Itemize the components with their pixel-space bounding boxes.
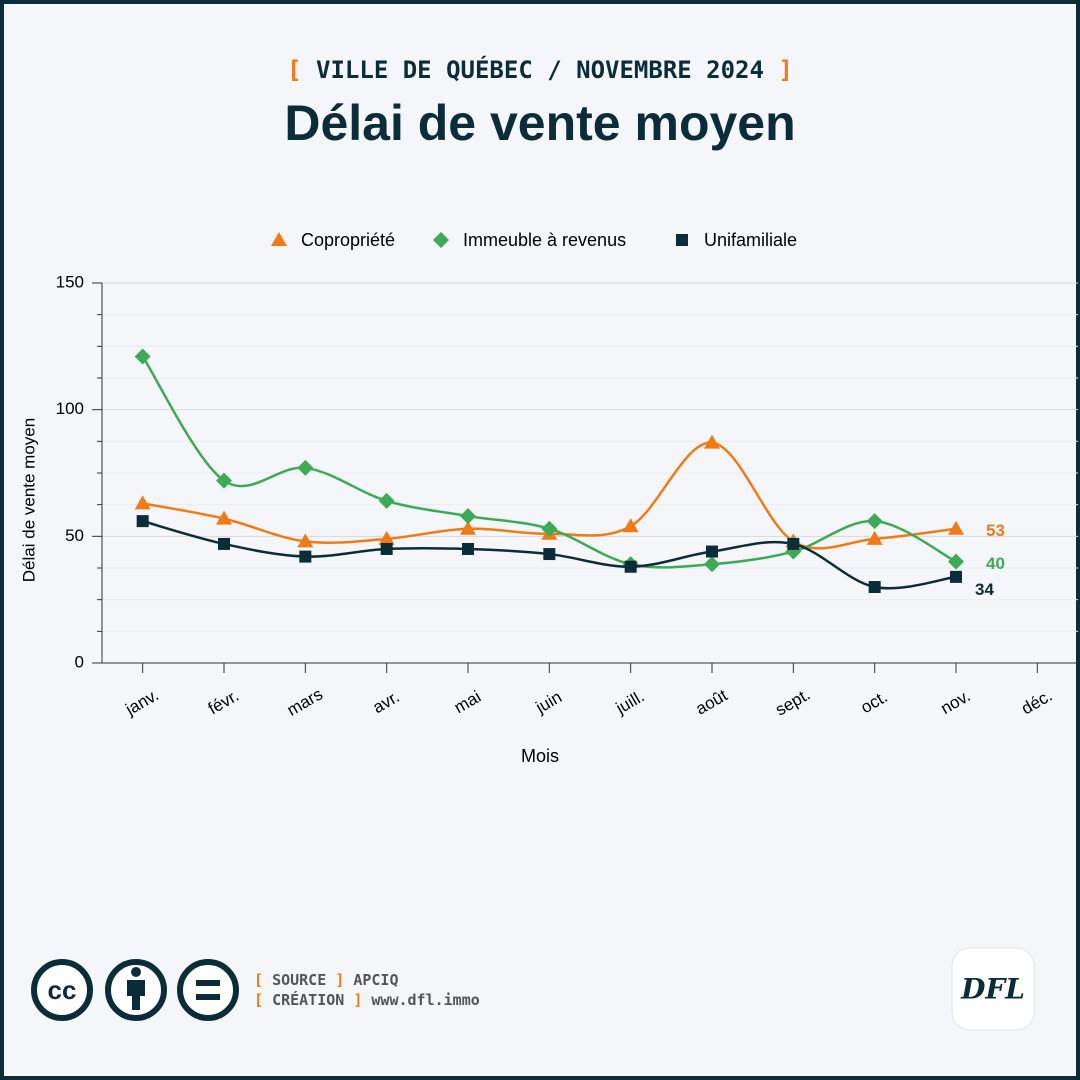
marker xyxy=(216,510,232,525)
by-head xyxy=(131,967,141,977)
source-label: SOURCE xyxy=(272,971,326,989)
subtitle: [ VILLE DE QUÉBEC / NOVEMBRE 2024 ] xyxy=(287,55,793,84)
logo-box xyxy=(951,947,1035,1031)
marker xyxy=(541,520,558,537)
legend-label: Unifamiliale xyxy=(704,230,797,250)
data-label: 34 xyxy=(975,580,994,599)
x-axis-label: Mois xyxy=(521,746,559,766)
data-label: 53 xyxy=(986,521,1005,540)
marker xyxy=(948,553,964,570)
marker xyxy=(216,472,232,489)
legend-marker xyxy=(271,232,287,246)
line xyxy=(141,355,957,569)
marker xyxy=(624,560,637,573)
y-tick-label: 50 xyxy=(65,526,84,545)
footer: cc [ SOURCE ] APCIQ [ CRÉATION ] www.dfl… xyxy=(31,947,1035,1031)
marker xyxy=(787,537,800,550)
marker xyxy=(297,533,314,548)
marker xyxy=(378,530,395,545)
marker xyxy=(378,492,395,509)
y-tick-label: 0 xyxy=(75,652,84,671)
marker xyxy=(380,543,393,555)
nd-bar xyxy=(196,980,220,986)
source: APCIQ xyxy=(353,971,398,989)
bracket: [ xyxy=(254,971,263,989)
marker xyxy=(134,348,151,365)
source-line: [ SOURCE ] APCIQ xyxy=(254,971,399,989)
marker xyxy=(460,520,476,535)
subtitle-text: VILLE DE QUÉBEC / NOVEMBRE 2024 xyxy=(316,55,764,84)
legend-label: Immeuble à revenus xyxy=(463,230,626,250)
marker xyxy=(218,537,230,550)
chart-title: Délai de vente moyen xyxy=(284,95,795,151)
bracket: ] xyxy=(353,991,362,1009)
y-tick-label: 100 xyxy=(56,399,84,418)
data-label: 40 xyxy=(986,554,1005,573)
series xyxy=(134,434,964,550)
legend-marker xyxy=(676,234,688,246)
marker xyxy=(866,513,883,530)
marker xyxy=(704,434,720,449)
creation: www.dfl.immo xyxy=(371,991,479,1009)
cc-icon xyxy=(31,959,93,1021)
marker xyxy=(299,550,312,563)
nd-icon xyxy=(177,959,239,1021)
marker xyxy=(704,556,720,573)
logo: DFL xyxy=(960,973,1025,1006)
marker xyxy=(868,581,881,593)
marker xyxy=(297,459,314,476)
legend-marker xyxy=(433,232,449,248)
marker xyxy=(134,495,151,510)
bracket: ] xyxy=(335,971,344,989)
marker xyxy=(460,508,476,525)
y-tick-label: 150 xyxy=(56,272,84,291)
bracket: [ xyxy=(254,991,263,1009)
by-body xyxy=(127,980,145,1010)
line xyxy=(142,441,957,550)
bracket: ] xyxy=(778,56,792,84)
nd-bar xyxy=(196,994,220,1000)
creation-label: CRÉATION xyxy=(272,990,344,1009)
marker xyxy=(706,545,718,558)
marker xyxy=(136,515,149,528)
bracket: [ xyxy=(287,56,301,84)
cc-text: cc xyxy=(48,975,77,1005)
creation-line: [ CRÉATION ] www.dfl.immo xyxy=(254,990,480,1009)
marker xyxy=(950,570,962,583)
marker xyxy=(622,518,639,533)
marker xyxy=(462,543,474,555)
series xyxy=(136,515,962,593)
marker xyxy=(866,530,883,545)
y-axis-label: Délai de vente moyen xyxy=(19,418,38,582)
legend-label: Copropriété xyxy=(301,230,395,250)
marker xyxy=(948,520,964,535)
marker xyxy=(543,548,556,561)
